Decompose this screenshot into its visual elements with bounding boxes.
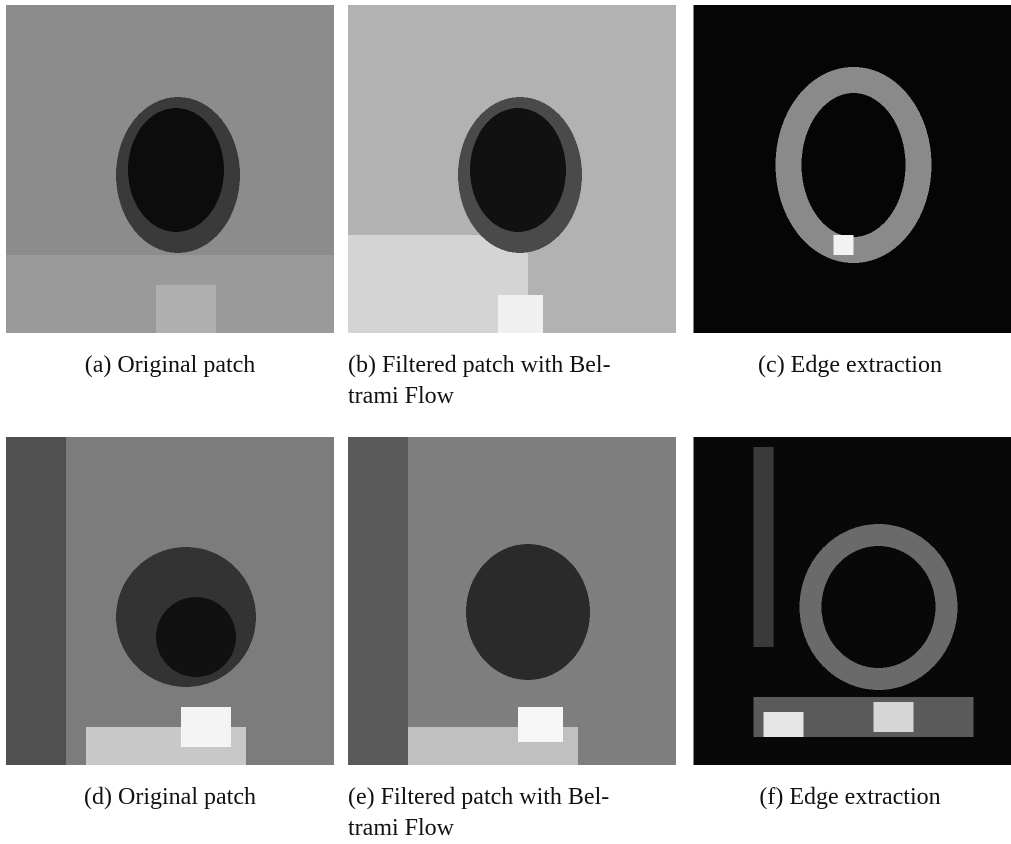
page: (a) Original patch (b) Filtered patch wi…: [0, 0, 1011, 842]
caption: (e) Filtered patch with Bel-trami Flow: [348, 782, 609, 844]
caption-line: (c) Edge extraction: [686, 350, 1011, 381]
patch-image: [6, 437, 334, 765]
caption-line: (f) Edge extraction: [686, 782, 1011, 813]
caption-line: trami Flow: [348, 381, 611, 412]
caption-line: (b) Filtered patch with Bel-: [348, 350, 611, 381]
caption: (a) Original patch: [6, 350, 334, 381]
caption-line: (d) Original patch: [6, 782, 334, 813]
caption: (b) Filtered patch with Bel-trami Flow: [348, 350, 611, 412]
caption: (d) Original patch: [6, 782, 334, 813]
patch-image: [6, 5, 334, 333]
patch-image: [348, 5, 676, 333]
caption-line: (a) Original patch: [6, 350, 334, 381]
patch-image: [348, 437, 676, 765]
patch-image: [690, 5, 1011, 333]
caption-line: (e) Filtered patch with Bel-: [348, 782, 609, 813]
patch-image: [690, 437, 1011, 765]
caption-line: trami Flow: [348, 813, 609, 844]
caption: (f) Edge extraction: [686, 782, 1011, 813]
caption: (c) Edge extraction: [686, 350, 1011, 381]
